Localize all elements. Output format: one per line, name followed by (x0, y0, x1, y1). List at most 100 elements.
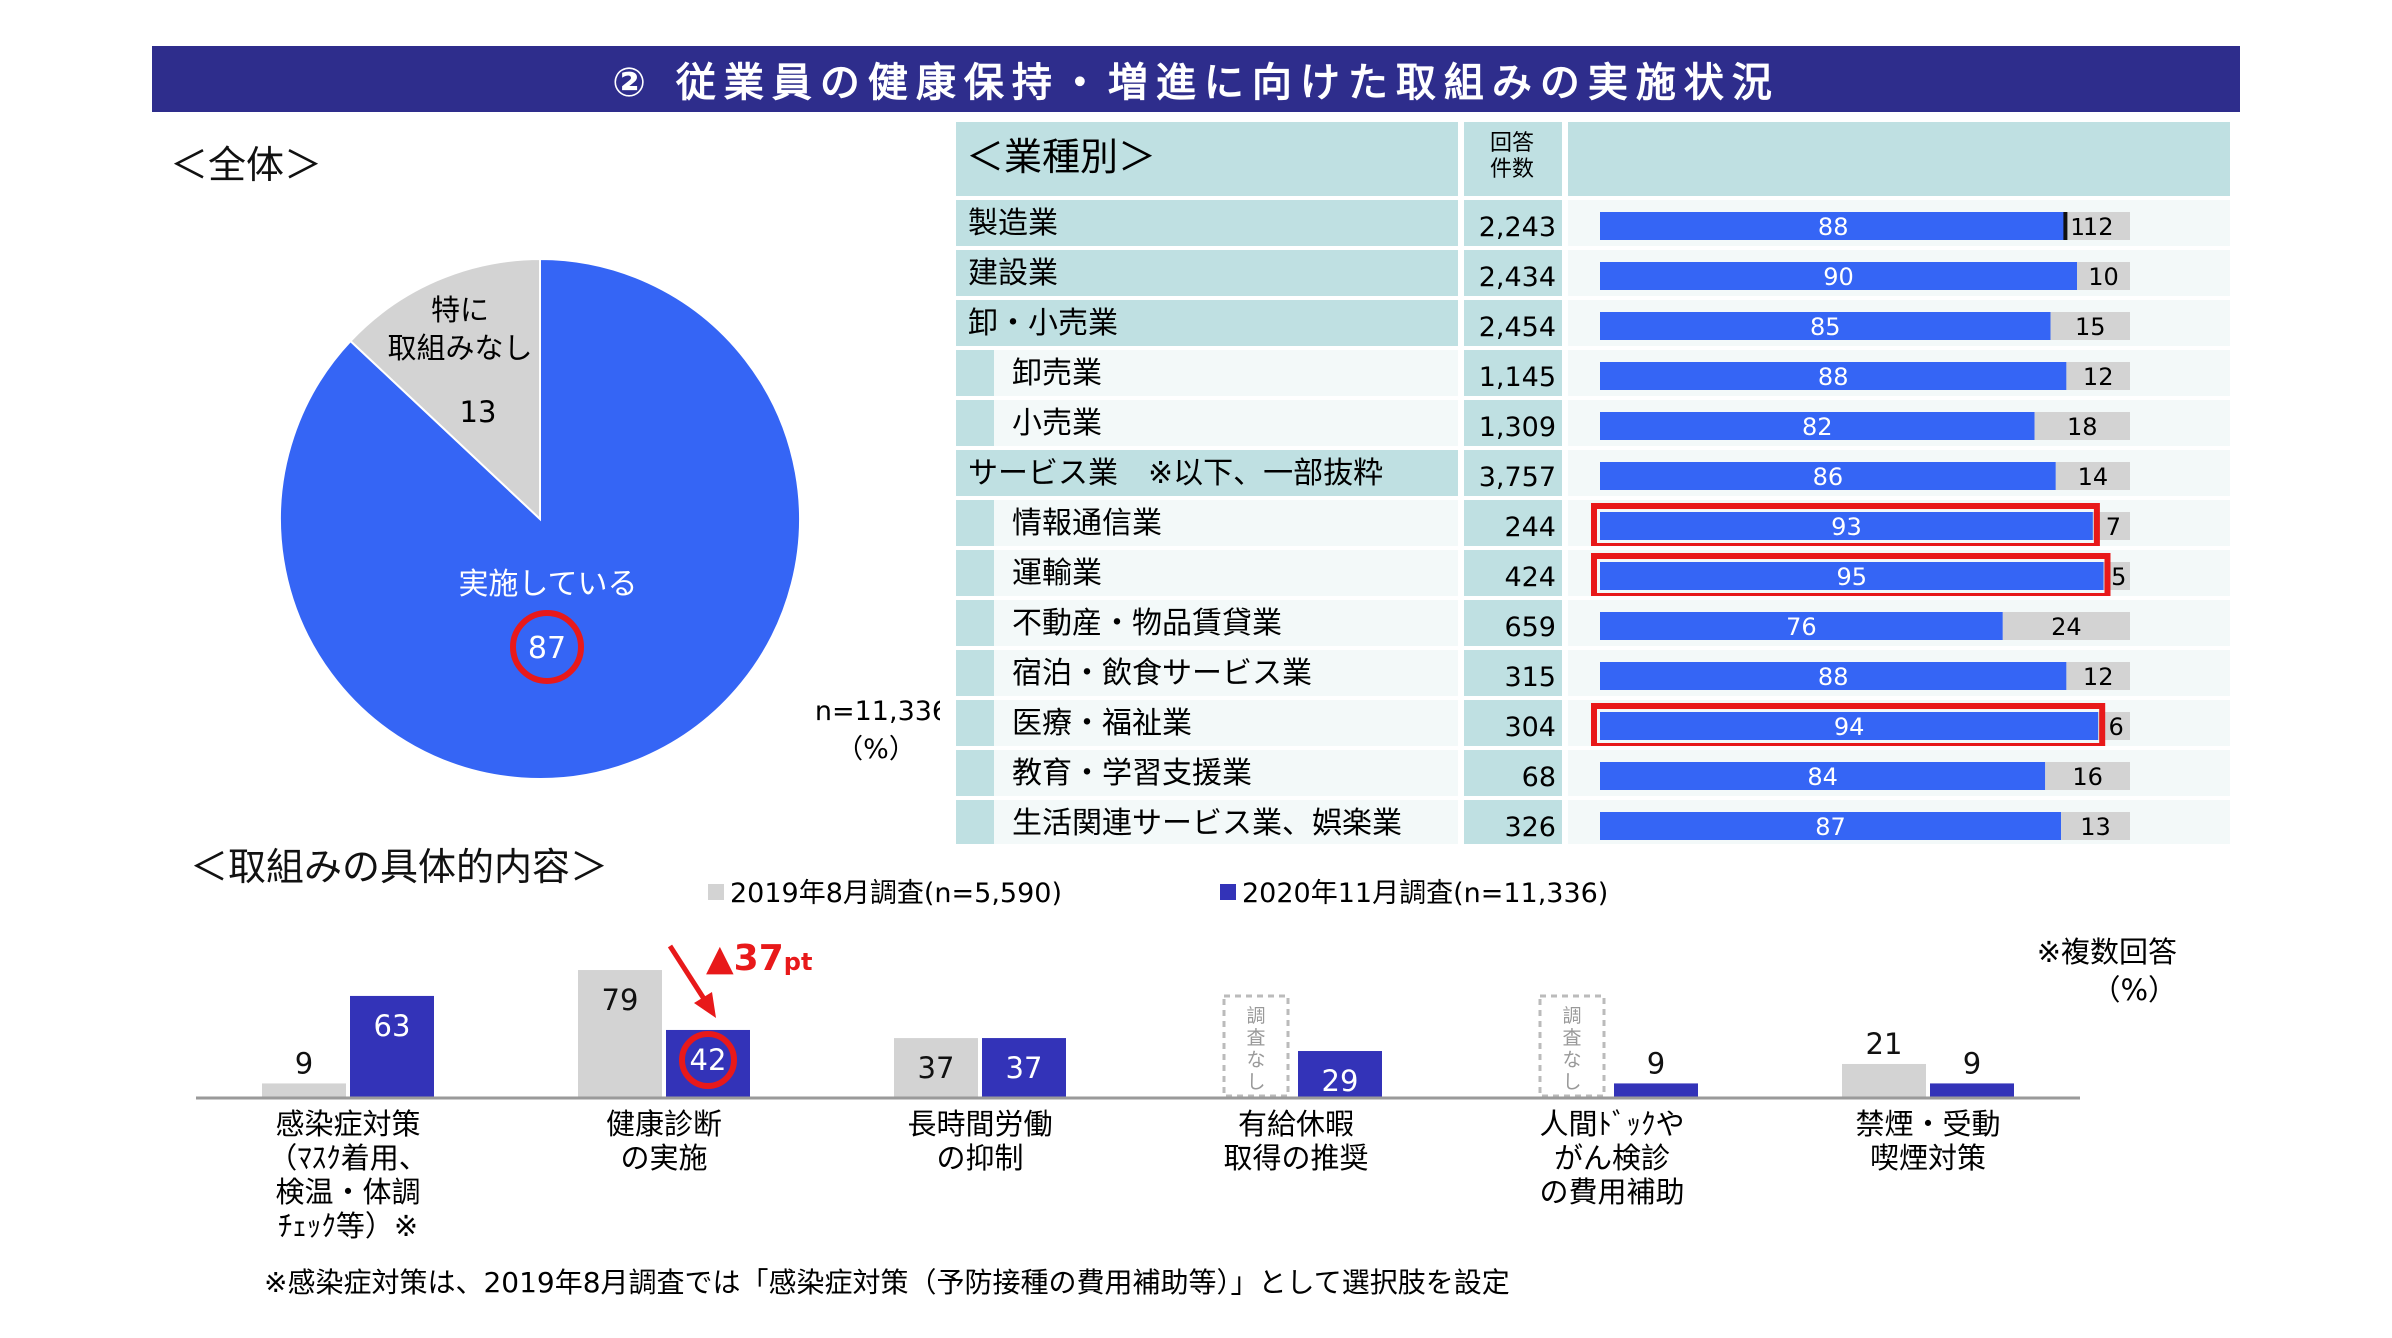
indented-cell (994, 800, 1458, 844)
industry-name: 医療・福祉業 (1012, 706, 1192, 741)
bar-implemented-value: 85 (1810, 313, 1841, 341)
arrow-line (667, 944, 709, 1004)
bar-implemented-value: 88 (1818, 363, 1849, 391)
industry-name: 情報通信業 (1012, 506, 1162, 541)
count-header-line-2: 件数 (1490, 157, 1534, 182)
response-count: 3,757 (1479, 462, 1556, 493)
chart-bar (666, 1029, 750, 1098)
table-row: 卸売業 1,145 88 12 (956, 346, 2230, 396)
bar-implemented (1600, 362, 2067, 390)
not-surveyed-text: な (1562, 1049, 1581, 1071)
bar-implemented-value: 86 (1813, 463, 1844, 491)
bar-implemented-value: 82 (1802, 413, 1833, 441)
highlight-circle (679, 1030, 737, 1089)
industry-name: 製造業 (968, 206, 1058, 241)
category-label: がん検診 (1554, 1141, 1670, 1175)
bar-value-label: 37 (918, 1051, 955, 1085)
table-row: 不動産・物品賃貸業 659 76 24 (956, 596, 2230, 646)
category-label: の費用補助 (1539, 1175, 1684, 1209)
bar-value-label: 29 (1322, 1064, 1359, 1098)
response-count: 2,454 (1479, 312, 1556, 343)
industry-name: 小売業 (1012, 406, 1102, 441)
bar-value-label: 9 (1963, 1046, 1981, 1080)
row-separator (956, 496, 2230, 500)
bar-value-label: 63 (374, 1009, 411, 1043)
bar-value-label: 9 (295, 1046, 313, 1080)
pie-value-implemented: 87 (528, 631, 566, 666)
bar-implemented (1600, 512, 2093, 540)
category-label: 取得の推奨 (1223, 1141, 1368, 1175)
pie-label-none: 特に (431, 293, 489, 327)
table-row: 医療・福祉業 304 94 6 (956, 696, 2230, 749)
bar-implemented-value: 76 (1786, 613, 1817, 641)
table-row: 宿泊・飲食サービス業 315 88 12 (956, 646, 2230, 696)
specific-section-label: ＜取組みの具体的内容＞ (190, 845, 609, 889)
bar-implemented (1600, 762, 2046, 790)
table-row: 運輸業 424 95 5 (956, 546, 2230, 599)
bar-value-label: 21 (1866, 1027, 1903, 1061)
table-row: 小売業 1,309 82 18 (956, 396, 2230, 446)
overall-section-label: ＜全体＞ (170, 143, 323, 187)
table-divider-2 (1562, 122, 1568, 844)
row-separator (956, 746, 2230, 750)
difference-annotation: ▲37pt (667, 938, 812, 1018)
bar-value-label: 9 (1647, 1046, 1665, 1080)
bar-none-value: 5 (2111, 563, 2126, 591)
bar-none (2045, 762, 2130, 790)
chart-bar (894, 1038, 978, 1098)
category-label: ﾁｪｯｸ等）※ (278, 1209, 418, 1243)
response-count: 424 (1504, 562, 1556, 593)
chart-bar (1842, 1063, 1926, 1098)
highlight-circle (510, 610, 584, 684)
bar-none (2055, 462, 2130, 490)
response-count: 1,145 (1479, 362, 1556, 393)
bar-none-value: 24 (2051, 613, 2082, 641)
bar-value-label: 42 (690, 1043, 727, 1077)
bar-none (2066, 212, 2130, 240)
bar-implemented (1600, 312, 2051, 340)
chart-bar (1930, 1083, 2014, 1098)
chart-bar (1614, 1083, 1698, 1098)
indented-cell (994, 600, 1458, 646)
bar-implemented (1600, 812, 2062, 840)
indented-cell (994, 500, 1458, 546)
bar-implemented-value: 84 (1807, 763, 1838, 791)
bar-none (2002, 612, 2130, 640)
bar-none-value: 13 (2080, 813, 2111, 841)
not-surveyed-text: 調 (1562, 1005, 1581, 1027)
legend-swatch (708, 884, 724, 900)
bar-none-value: 12 (2083, 213, 2114, 241)
table-row: 卸・小売業 2,454 85 15 (956, 296, 2230, 346)
multiple-answer-note: ※複数回答 (2037, 935, 2177, 969)
not-surveyed-text: 査 (1562, 1027, 1581, 1049)
bar-none (2066, 662, 2130, 690)
not-surveyed-box (1222, 994, 1290, 1098)
bar-none-value: 12 (2083, 363, 2114, 391)
chart-bar (982, 1038, 1066, 1098)
row-separator (956, 196, 2230, 200)
bar-none-value: 10 (2088, 263, 2119, 291)
industry-breakdown-table: ＜業種別＞ 回答 件数 製造業 2,243 1 88 12 建設業 2,434 90 10 卸・小… (956, 122, 2230, 844)
chart-legend: 2019年8月調査(n=5,590) 2020年11月調査(n=11,336) (708, 878, 1608, 909)
pie-label-implemented: 実施している (458, 567, 637, 602)
row-separator (956, 346, 2230, 350)
bar-none-value: 6 (2108, 713, 2123, 741)
indented-cell (994, 750, 1458, 796)
not-surveyed-text: 調 (1246, 1005, 1265, 1027)
pie-slices (279, 257, 801, 780)
bar-none-value: 15 (2075, 313, 2106, 341)
bar-implemented (1600, 212, 2067, 240)
row-separator (956, 246, 2230, 250)
row-separator (956, 396, 2230, 400)
difference-label: ▲37pt (706, 938, 812, 979)
bar-middle-value: 1 (2070, 215, 2085, 241)
bar-none (2061, 812, 2130, 840)
industry-name: 生活関連サービス業、娯楽業 (1012, 806, 1402, 841)
industry-name: 建設業 (968, 256, 1058, 291)
category-label: の抑制 (936, 1141, 1023, 1175)
bar-implemented-value: 93 (1831, 513, 1862, 541)
bar-none (2034, 412, 2130, 440)
row-separator (956, 796, 2230, 800)
bar-implemented (1600, 262, 2077, 290)
